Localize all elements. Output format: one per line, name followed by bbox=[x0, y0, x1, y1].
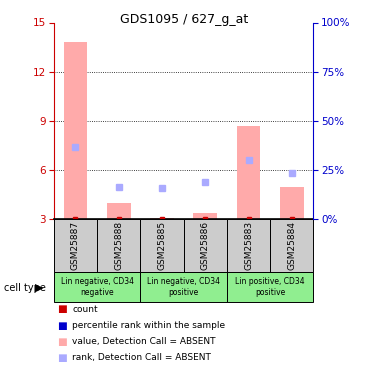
Bar bbox=[54, 219, 97, 272]
Text: ▶: ▶ bbox=[35, 283, 44, 293]
Bar bbox=[237, 126, 260, 219]
Bar bbox=[63, 42, 87, 219]
Text: Lin positive, CD34
positive: Lin positive, CD34 positive bbox=[235, 277, 305, 297]
Text: GSM25884: GSM25884 bbox=[288, 221, 296, 270]
Text: ■: ■ bbox=[58, 304, 67, 314]
Bar bbox=[280, 187, 304, 219]
Text: percentile rank within the sample: percentile rank within the sample bbox=[72, 321, 226, 330]
Bar bbox=[184, 219, 227, 272]
Text: GSM25886: GSM25886 bbox=[201, 221, 210, 270]
Text: GDS1095 / 627_g_at: GDS1095 / 627_g_at bbox=[119, 13, 248, 26]
Text: count: count bbox=[72, 305, 98, 314]
Text: ■: ■ bbox=[58, 353, 67, 363]
Text: ■: ■ bbox=[58, 337, 67, 346]
Bar bbox=[107, 203, 131, 219]
Bar bbox=[97, 219, 140, 272]
Bar bbox=[140, 272, 227, 302]
Text: rank, Detection Call = ABSENT: rank, Detection Call = ABSENT bbox=[72, 353, 211, 362]
Text: Lin negative, CD34
positive: Lin negative, CD34 positive bbox=[147, 277, 220, 297]
Text: value, Detection Call = ABSENT: value, Detection Call = ABSENT bbox=[72, 337, 216, 346]
Bar bbox=[227, 219, 270, 272]
Text: GSM25887: GSM25887 bbox=[71, 221, 80, 270]
Bar bbox=[270, 219, 313, 272]
Bar bbox=[193, 213, 217, 219]
Bar bbox=[54, 272, 140, 302]
Bar bbox=[140, 219, 184, 272]
Text: GSM25883: GSM25883 bbox=[244, 221, 253, 270]
Bar bbox=[227, 272, 313, 302]
Text: GSM25888: GSM25888 bbox=[114, 221, 123, 270]
Bar bbox=[150, 218, 174, 219]
Text: GSM25885: GSM25885 bbox=[158, 221, 167, 270]
Text: ■: ■ bbox=[58, 321, 67, 330]
Text: cell type: cell type bbox=[4, 283, 46, 293]
Text: Lin negative, CD34
negative: Lin negative, CD34 negative bbox=[60, 277, 134, 297]
